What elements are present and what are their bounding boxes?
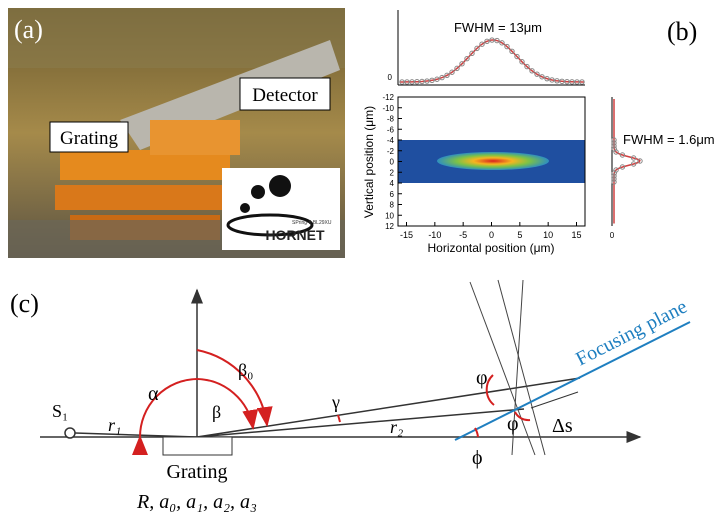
grating-label: Grating [166,461,227,483]
side-profile [612,97,642,226]
delta-s [531,392,578,408]
logo-dot [240,203,250,213]
fwhm-label: FWHM = 1.6μm [623,132,715,147]
logo-dot [251,185,265,199]
angle-arc [487,375,494,405]
tick-label: -8 [387,115,395,124]
plane-label: Focusing plane [572,296,690,371]
tick-label: -4 [387,136,395,145]
logo-text: HORNET [265,227,325,243]
angle-label: ϕ [472,447,483,469]
tick-label: 2 [390,168,395,177]
distance-label: r₂ [390,417,403,437]
figure: (a) Detector Grating SPring-8 BL29XU HOR… [0,0,727,515]
y-axis-label: Vertical position (μm) [362,106,376,218]
fwhm-label: FWHM = 13μm [454,20,542,35]
angle-arc [197,379,253,428]
tick-label: 0 [390,158,395,167]
tick-label: 15 [571,230,581,240]
tick-label: -2 [387,147,395,156]
tick-label: 6 [390,190,395,199]
grating [163,437,232,455]
tick-label: 4 [390,179,395,188]
panel-label: (c) [10,289,39,318]
callout: Detector [252,85,318,106]
tick-label: 12 [385,222,394,231]
distance-label: r₁ [108,415,121,435]
source [65,428,75,438]
callout: Grating [60,128,119,149]
source-label: S₁ [52,401,68,421]
angle-arc [197,350,267,425]
angle-label: β [212,402,221,422]
tick-label: -10 [428,230,441,240]
angle-label: φ [476,367,488,389]
angle-label: φ [507,413,519,435]
profile-fit [614,99,640,224]
logo-dot [269,175,291,197]
tick-label: 5 [517,230,522,240]
tick-label: 0 [610,231,615,240]
angle-label: β₀ [238,360,253,380]
tick-label: -10 [382,104,394,113]
tick-label: -6 [387,125,395,134]
grating-params: R, a₀, a₁, a₂, a₃ [136,491,257,513]
distance-label: Δs [552,415,573,437]
angle-label: α [148,383,159,405]
tick-label: 8 [390,201,395,210]
angle-arc [338,415,340,422]
angle-label: γ [331,392,340,412]
tick-label: -15 [400,230,413,240]
panel-label: (a) [14,15,43,44]
ray [197,409,524,437]
tick-label: -5 [459,230,467,240]
tick-label: 10 [543,230,553,240]
logo-caption: SPring-8 BL29XU [292,220,332,226]
ray [197,378,580,437]
tick-label: 0 [489,230,494,240]
tick-label: -12 [382,93,394,102]
tick-label: 10 [385,211,394,220]
map-spot [437,152,549,170]
profile-fit [400,40,584,82]
panel-label: (b) [667,17,697,46]
x-axis-label: Horizontal position (μm) [428,241,555,255]
tick-label: 0 [388,73,393,82]
